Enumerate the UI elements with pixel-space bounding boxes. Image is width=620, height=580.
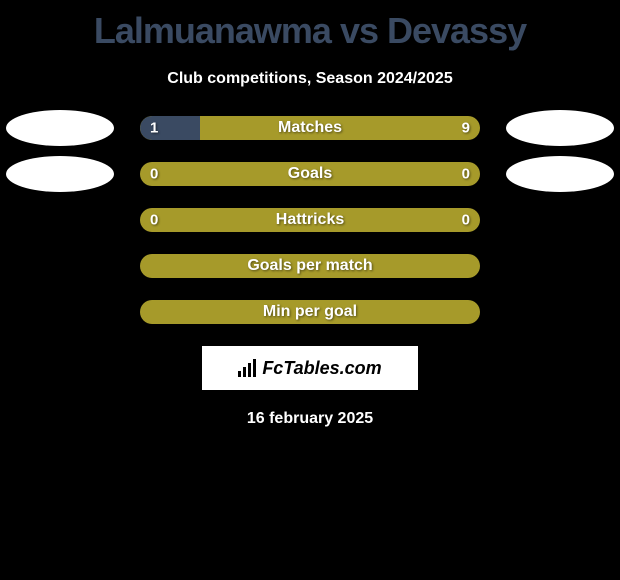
page-title: Lalmuanawma vs Devassy	[0, 0, 620, 52]
player-right-icon	[506, 110, 614, 146]
value-left: 0	[150, 166, 158, 183]
value-left: 0	[150, 212, 158, 229]
stat-row: Min per goal	[0, 300, 620, 324]
stat-bar: 1 9 Matches	[140, 116, 480, 140]
metric-label: Hattricks	[276, 211, 344, 229]
player-left-icon	[6, 110, 114, 146]
logo: FcTables.com	[238, 358, 381, 379]
metric-label: Goals per match	[247, 257, 372, 275]
logo-box: FcTables.com	[202, 346, 418, 390]
metric-label: Min per goal	[263, 303, 357, 321]
metric-label: Matches	[278, 119, 342, 137]
player-right-icon	[506, 156, 614, 192]
stat-row: 1 9 Matches	[0, 116, 620, 140]
logo-text: FcTables.com	[262, 358, 381, 379]
date-label: 16 february 2025	[0, 410, 620, 428]
stat-bar: Min per goal	[140, 300, 480, 324]
stat-bar: 0 0 Hattricks	[140, 208, 480, 232]
fill-left	[140, 116, 200, 140]
metric-label: Goals	[288, 165, 332, 183]
value-right: 0	[462, 166, 470, 183]
stat-row: Goals per match	[0, 254, 620, 278]
comparison-area: 1 9 Matches 0 0 Goals 0 0 Hattricks Goals per mat…	[0, 116, 620, 324]
value-left: 1	[150, 120, 158, 137]
value-right: 0	[462, 212, 470, 229]
stat-bar: 0 0 Goals	[140, 162, 480, 186]
player-left-icon	[6, 156, 114, 192]
subtitle: Club competitions, Season 2024/2025	[0, 70, 620, 88]
stat-row: 0 0 Hattricks	[0, 208, 620, 232]
stat-bar: Goals per match	[140, 254, 480, 278]
logo-bars-icon	[238, 359, 256, 377]
value-right: 9	[462, 120, 470, 137]
stat-row: 0 0 Goals	[0, 162, 620, 186]
